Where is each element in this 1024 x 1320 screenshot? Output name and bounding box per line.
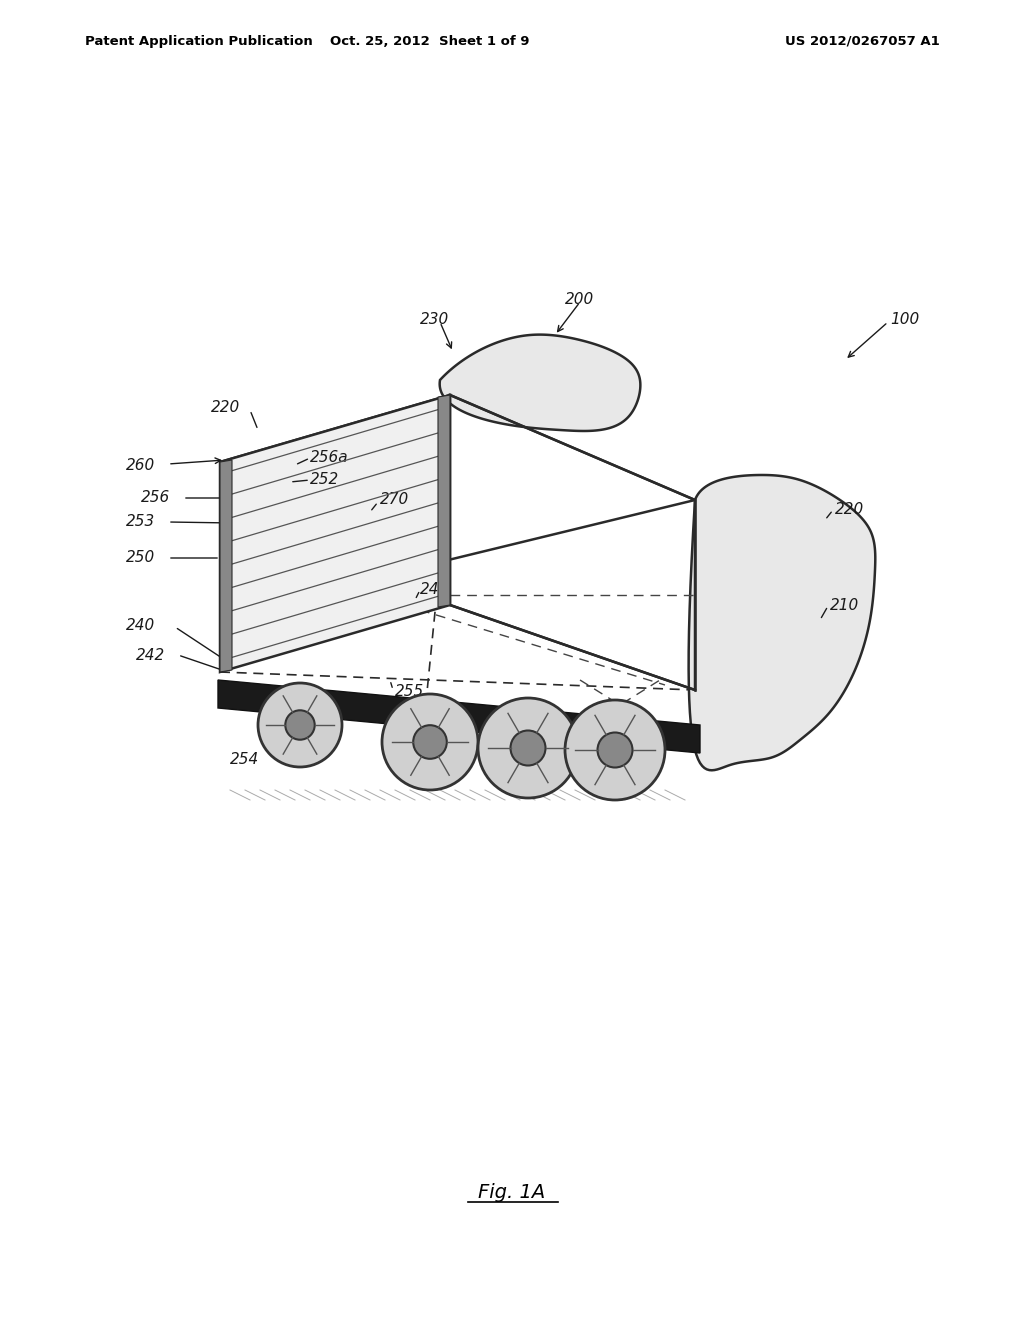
- Text: 210: 210: [830, 598, 859, 612]
- Text: 230: 230: [421, 313, 450, 327]
- Text: 220: 220: [835, 503, 864, 517]
- Polygon shape: [220, 395, 450, 672]
- Polygon shape: [688, 475, 876, 771]
- Text: Patent Application Publication: Patent Application Publication: [85, 36, 312, 48]
- Text: US 2012/0267057 A1: US 2012/0267057 A1: [785, 36, 940, 48]
- Circle shape: [286, 710, 314, 739]
- Text: 256: 256: [140, 491, 170, 506]
- Text: 244: 244: [420, 582, 450, 598]
- Circle shape: [382, 694, 478, 789]
- Circle shape: [258, 682, 342, 767]
- Text: 250: 250: [126, 550, 155, 565]
- Polygon shape: [439, 334, 640, 432]
- Circle shape: [597, 733, 633, 767]
- Text: 253: 253: [126, 515, 155, 529]
- Text: 255: 255: [395, 685, 424, 700]
- Text: 240: 240: [126, 618, 155, 632]
- Circle shape: [478, 698, 578, 799]
- Text: 220: 220: [211, 400, 240, 416]
- Polygon shape: [218, 680, 700, 752]
- Polygon shape: [438, 395, 450, 607]
- Text: 200: 200: [565, 293, 595, 308]
- Text: 270: 270: [380, 492, 410, 507]
- Text: 100: 100: [890, 313, 920, 327]
- Text: 254: 254: [230, 752, 260, 767]
- Circle shape: [565, 700, 665, 800]
- Text: 252: 252: [310, 473, 339, 487]
- Circle shape: [414, 725, 446, 759]
- Text: 260: 260: [126, 458, 155, 473]
- Text: 256a: 256a: [310, 450, 348, 466]
- Text: Oct. 25, 2012  Sheet 1 of 9: Oct. 25, 2012 Sheet 1 of 9: [331, 36, 529, 48]
- Polygon shape: [220, 459, 232, 672]
- Circle shape: [511, 730, 546, 766]
- Text: Fig. 1A: Fig. 1A: [478, 1183, 546, 1201]
- Text: 242: 242: [136, 648, 165, 663]
